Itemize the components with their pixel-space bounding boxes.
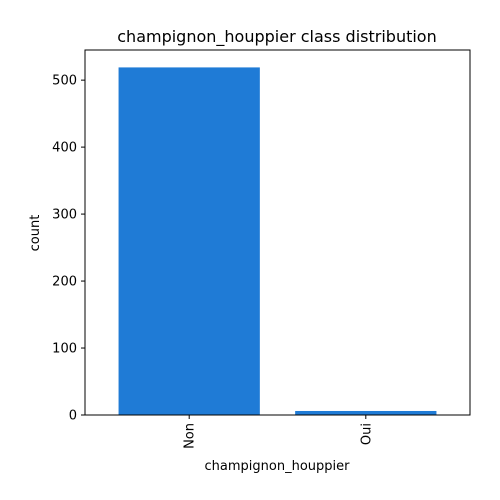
bar-non xyxy=(118,67,260,415)
x-axis-ticks: Non Oui xyxy=(183,415,374,449)
y-axis-label: count xyxy=(28,215,43,252)
bar-oui xyxy=(295,410,437,415)
x-axis-label: champignon_houppier xyxy=(205,459,351,474)
y-tick-label: 100 xyxy=(52,342,77,357)
y-tick-label: 300 xyxy=(52,208,77,223)
y-tick-label: 500 xyxy=(52,74,77,89)
y-axis-ticks: 0 100 200 300 400 500 xyxy=(52,74,85,424)
chart-title: champignon_houppier class distribution xyxy=(117,27,436,47)
bars-group xyxy=(118,67,437,415)
y-tick-label: 0 xyxy=(69,409,77,424)
x-tick-label: Non xyxy=(183,423,198,449)
plot-frame xyxy=(84,49,471,416)
y-tick-label: 200 xyxy=(52,275,77,290)
x-tick-label: Oui xyxy=(359,423,374,445)
y-tick-label: 400 xyxy=(52,141,77,156)
